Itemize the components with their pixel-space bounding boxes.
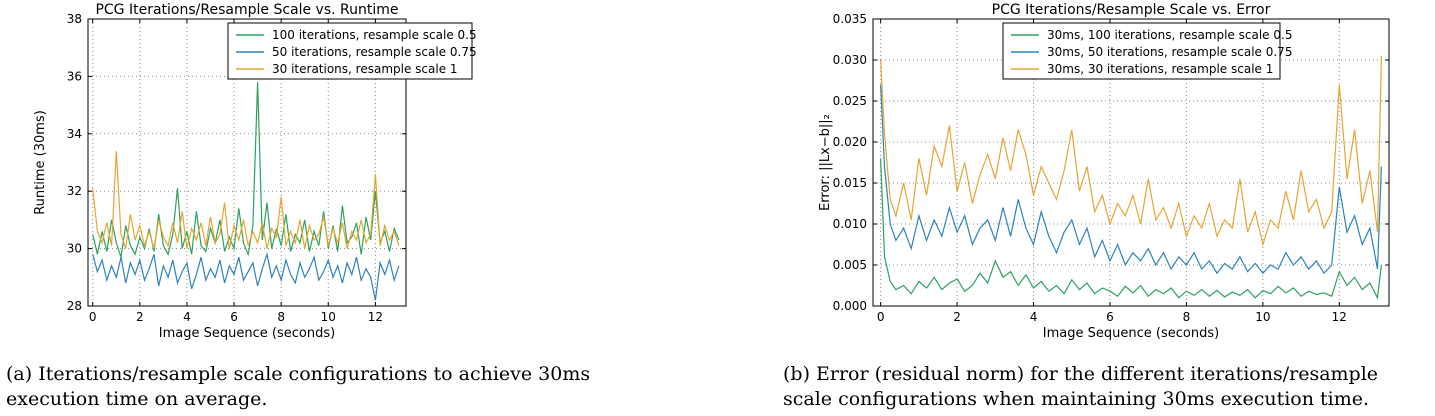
error-chart-y-axis-label: Error: ||Lx−b||₂ [818,114,833,211]
runtime-chart-x-tick-label: 6 [230,310,238,324]
error-chart-series-line-3 [880,55,1382,247]
error-chart-legend: 30ms, 100 iterations, resample scale 0.5… [1002,22,1292,80]
error-chart-x-tick-label: 4 [1030,310,1038,324]
error-chart-legend-label-1: 30ms, 100 iterations, resample scale 0.5 [1047,28,1292,42]
error-chart-x-tick-label: 8 [1183,310,1191,324]
error-chart-y-tick-label: 0.015 [833,176,867,190]
error-chart-x-tick-label: 6 [1106,310,1114,324]
runtime-chart-x-tick-label: 4 [183,310,191,324]
runtime-chart-legend-box [227,22,473,80]
runtime-chart-panel: PCG Iterations/Resample Scale vs. Runtim… [0,0,717,416]
runtime-chart-series-line-2 [92,251,400,301]
runtime-chart-x-tick-label: 2 [136,310,144,324]
error-chart-caption: (b) Error (residual norm) for the differ… [783,363,1379,410]
error-chart-title: PCG Iterations/Resample Scale vs. Error [992,2,1271,18]
runtime-chart-series-line-1 [92,82,400,258]
runtime-chart: PCG Iterations/Resample Scale vs. Runtim… [33,2,477,341]
runtime-chart-x-tick-label: 8 [277,310,285,324]
error-chart-y-tick-label: 0.005 [833,258,867,272]
runtime-chart-legend-label-1: 100 iterations, resample scale 0.5 [272,28,477,42]
runtime-chart-x-tick-label: 12 [368,310,383,324]
error-chart-series-line-2 [880,84,1382,275]
error-chart-y-tick-label: 0.030 [833,53,867,67]
error-chart-grid [873,18,1389,307]
runtime-chart-legend-label-2: 50 iterations, resample scale 0.75 [272,45,477,59]
runtime-chart-y-tick-label: 34 [67,127,82,141]
runtime-chart-plot-frame [87,18,407,307]
runtime-chart-y-axis-label: Runtime (30ms) [33,110,48,215]
runtime-chart-x-tick-label: 0 [89,310,97,324]
runtime-chart-y-tick-label: 36 [67,69,82,83]
error-chart: PCG Iterations/Resample Scale vs. Error 0… [818,2,1390,341]
runtime-chart-y-tick-label: 28 [67,299,82,313]
error-chart-legend-label-2: 30ms, 50 iterations, resample scale 0.75 [1047,45,1292,59]
error-chart-plot-frame [872,18,1390,307]
runtime-chart-x-axis-label: Image Sequence (seconds) [159,326,335,341]
error-chart-series-line-1 [880,158,1382,300]
runtime-chart-series-line-3 [92,150,400,249]
runtime-chart-legend: 100 iterations, resample scale 0.5 50 ite… [227,22,477,80]
error-chart-legend-box [1002,22,1281,80]
runtime-chart-caption: (a) Iterations/resample scale configurat… [6,363,591,410]
error-chart-legend-label-3: 30ms, 30 iterations, resample scale 1 [1047,62,1273,76]
error-chart-y-tick-label: 0.035 [833,12,867,26]
runtime-chart-y-tick-label: 30 [67,242,82,256]
error-chart-x-tick-label: 10 [1255,310,1270,324]
runtime-chart-legend-label-3: 30 iterations, resample scale 1 [272,62,458,76]
runtime-chart-x-tick-label: 10 [321,310,336,324]
error-chart-panel: PCG Iterations/Resample Scale vs. Error 0… [717,0,1435,416]
runtime-chart-y-tick-label: 38 [67,12,82,26]
error-chart-x-tick-label: 2 [953,310,961,324]
error-chart-y-tick-label: 0.010 [833,217,867,231]
error-chart-x-axis-label: Image Sequence (seconds) [1043,326,1219,341]
runtime-chart-y-tick-label: 32 [67,184,82,198]
error-chart-y-tick-label: 0.020 [833,135,867,149]
runtime-chart-title: PCG Iterations/Resample Scale vs. Runtim… [95,2,398,18]
error-chart-x-tick-label: 12 [1332,310,1347,324]
error-chart-y-tick-label: 0.000 [833,299,867,313]
error-chart-x-tick-label: 0 [877,310,885,324]
error-chart-y-tick-label: 0.025 [833,94,867,108]
